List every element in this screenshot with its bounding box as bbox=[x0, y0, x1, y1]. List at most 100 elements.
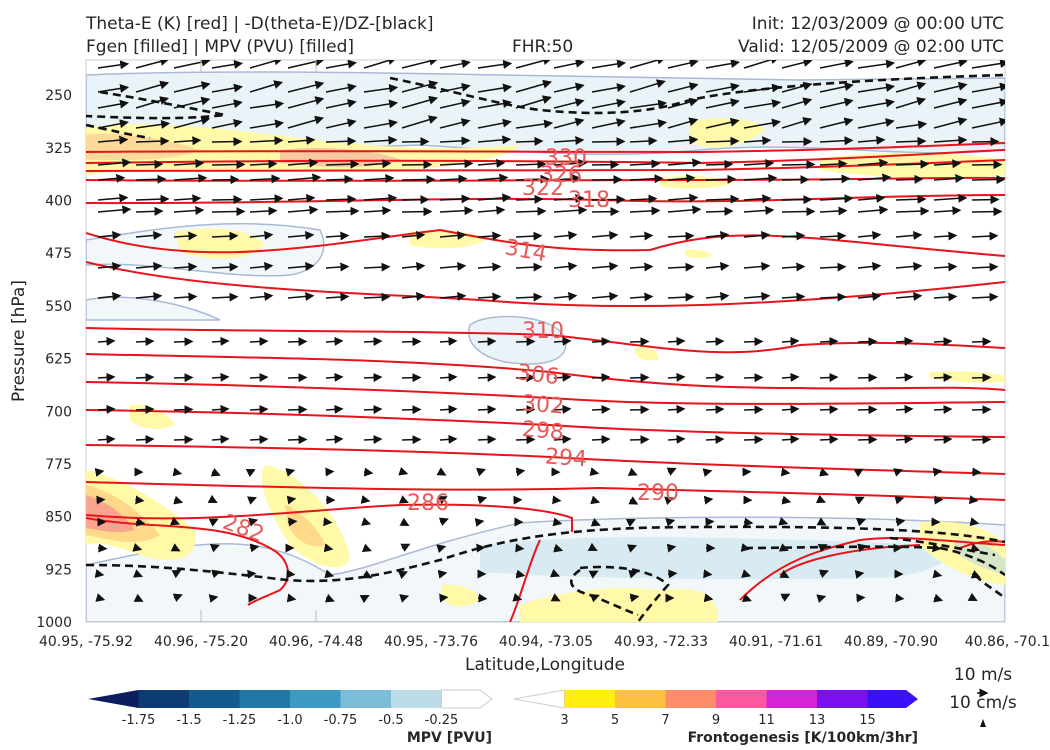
wind-arrow bbox=[816, 594, 827, 604]
wind-arrow bbox=[173, 116, 211, 129]
wind-arrow bbox=[323, 543, 334, 553]
wind-arrow bbox=[135, 495, 145, 505]
wind-arrow bbox=[249, 292, 274, 301]
wind-arrow bbox=[133, 593, 144, 602]
wind-arrow bbox=[591, 118, 626, 129]
wind-arrow bbox=[515, 262, 543, 272]
wind-arrow bbox=[705, 231, 730, 240]
wind-arrow bbox=[249, 136, 284, 146]
wind-arrow bbox=[211, 99, 243, 109]
wind-arrow bbox=[207, 494, 218, 503]
wind-arrow bbox=[971, 231, 999, 241]
colorbar-cell bbox=[391, 690, 442, 708]
wind-arrow bbox=[249, 435, 269, 444]
wind-arrow bbox=[819, 174, 851, 184]
wind-arrow bbox=[857, 405, 878, 415]
wind-arrow bbox=[401, 373, 422, 383]
wind-arrow bbox=[743, 405, 764, 415]
wind-arrow bbox=[553, 543, 564, 553]
wind-arrow bbox=[780, 467, 791, 477]
wind-arrow bbox=[325, 292, 350, 302]
x-tick-label: 40.95, -73.76 bbox=[384, 634, 478, 650]
wind-arrow bbox=[97, 135, 129, 145]
wind-arrow bbox=[932, 467, 943, 477]
wind-arrow bbox=[743, 99, 782, 109]
wind-arrow bbox=[743, 291, 771, 301]
wind-arrow bbox=[97, 434, 116, 444]
colorbar-tick-label: -0.25 bbox=[425, 713, 459, 728]
wind-arrow bbox=[895, 97, 927, 109]
wind-arrow bbox=[135, 291, 163, 301]
colorbar-cell bbox=[817, 690, 868, 708]
wind-arrow bbox=[705, 98, 740, 109]
contour-label-322: 322 bbox=[522, 176, 564, 201]
wind-arrow bbox=[819, 337, 839, 346]
wind-arrow bbox=[857, 173, 892, 183]
wind-arrow bbox=[287, 230, 315, 240]
wind-arrow bbox=[705, 292, 730, 301]
x-tick-label: 40.95, -75.92 bbox=[39, 634, 133, 650]
wind-arrow bbox=[135, 119, 171, 129]
wind-arrow bbox=[933, 593, 944, 603]
wind-arrow bbox=[705, 337, 725, 346]
wind-arrow bbox=[438, 517, 449, 527]
wind-arrow bbox=[819, 97, 854, 109]
wind-arrow bbox=[667, 135, 699, 145]
x-tick-label: 40.96, -74.48 bbox=[269, 634, 363, 650]
wind-arrow bbox=[816, 517, 827, 526]
wind-arrow bbox=[325, 467, 335, 477]
wind-arrow bbox=[323, 517, 333, 527]
wind-arrow bbox=[854, 496, 865, 505]
wind-arrow bbox=[552, 495, 562, 505]
wind-arrow bbox=[515, 194, 544, 204]
mpv-colorbar-title: MPV [PVU] bbox=[407, 730, 492, 746]
wind-arrow bbox=[971, 160, 1003, 170]
wind-arrow bbox=[169, 516, 180, 526]
wind-arrow bbox=[211, 434, 230, 444]
wind-arrow bbox=[629, 159, 661, 169]
colorbar-cell bbox=[867, 690, 918, 708]
wind-arrow bbox=[857, 193, 886, 203]
contour-label-310: 310 bbox=[522, 319, 564, 344]
wind-arrow bbox=[211, 569, 222, 579]
wind-arrow bbox=[629, 435, 650, 445]
wind-arrow bbox=[781, 404, 800, 414]
wind-arrow bbox=[971, 207, 1003, 217]
wind-arrow bbox=[363, 405, 383, 414]
wind-arrow bbox=[553, 82, 585, 93]
wind-arrow bbox=[211, 160, 246, 170]
wind-arrow bbox=[135, 405, 155, 414]
wind-arrow bbox=[628, 569, 639, 579]
wind-arrow bbox=[590, 518, 601, 527]
colorbar-cell bbox=[665, 690, 717, 708]
x-tick-label: 40.94, -73.05 bbox=[499, 634, 593, 650]
wind-arrow bbox=[781, 372, 800, 382]
wind-arrow bbox=[553, 158, 588, 168]
stability-dashed-contours bbox=[86, 73, 1005, 622]
wind-arrow bbox=[287, 291, 315, 301]
wind-arrow bbox=[665, 518, 676, 527]
wind-arrow bbox=[363, 435, 383, 444]
wind-arrow bbox=[703, 569, 713, 579]
wind-arrow bbox=[553, 292, 578, 301]
wind-arrow bbox=[857, 292, 882, 301]
wind-arrow bbox=[401, 262, 426, 271]
wind-arrow bbox=[324, 593, 335, 603]
wind-arrow bbox=[173, 206, 205, 216]
wind-arrow bbox=[743, 230, 771, 240]
wind-arrow bbox=[211, 292, 239, 302]
wind-arrow bbox=[325, 98, 357, 109]
wind-arrow bbox=[325, 336, 344, 346]
wind-arrow bbox=[629, 373, 650, 383]
colorbar-tick-label: -1.5 bbox=[176, 713, 201, 728]
y-tick-label: 850 bbox=[45, 510, 72, 526]
wind-arrow bbox=[325, 434, 344, 444]
wind-arrow bbox=[287, 337, 308, 347]
wind-arrow bbox=[664, 496, 675, 506]
wind-arrow bbox=[971, 405, 992, 415]
wind-arrow bbox=[591, 230, 619, 240]
wind-arrow bbox=[591, 373, 611, 382]
chart-title-line1: Theta-E (K) [red] | -D(theta-E)/DZ-[blac… bbox=[86, 14, 434, 34]
wind-arrow bbox=[591, 160, 620, 170]
wind-arrow bbox=[515, 543, 525, 553]
